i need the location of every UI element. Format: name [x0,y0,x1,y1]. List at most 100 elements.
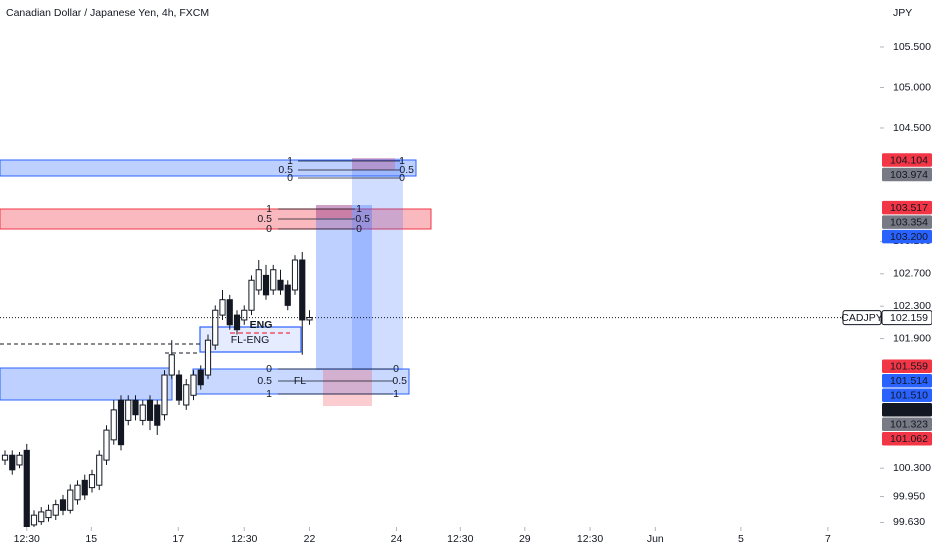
candle-body [45,509,52,519]
candle-body [233,314,241,331]
projection [316,205,352,218]
price-badge [882,373,932,388]
price-badge-label: 103.200 [890,231,928,243]
candle-body [161,374,168,416]
x-tick-label: 29 [519,533,531,545]
candle-body [132,399,139,416]
candle-body [125,399,132,421]
annotation: 1 [266,388,272,400]
y-tick-label: 102.300 [893,300,931,312]
x-tick-label: 24 [391,533,403,545]
candle-body [248,279,255,311]
candle-body [241,309,248,321]
price-badge-label: 101.062 [890,433,928,445]
x-tick-label: 12:30 [14,533,40,545]
plot [0,251,880,550]
candle-body [168,354,175,376]
zone [0,159,417,177]
annotation: 0.5 [355,213,370,225]
candle-body [38,511,45,523]
annotation: 0.5 [257,213,272,225]
candle-body [277,279,284,291]
candle-body [154,404,161,426]
projection [316,205,372,370]
y-tick-label: 99.950 [893,490,925,502]
candle-body [88,474,96,489]
price-badge-label: 104.104 [890,154,928,166]
annotation: 1 [393,388,399,400]
annotation: 0.5 [257,375,272,387]
candle-body [204,339,212,376]
candle-body [9,454,16,471]
candle-body [197,369,204,386]
candle-body [74,484,81,501]
candle-body [30,514,38,526]
candle-body [226,299,233,326]
last-price-badge [881,310,932,326]
candle-body [190,374,197,396]
last-price-label: 102.159 [890,312,928,324]
candle-body [219,299,226,316]
price-badge-label: 101.323 [890,418,928,430]
price-badge [882,167,932,182]
annotation: 0 [393,363,399,375]
zone [0,208,432,230]
annotation: 0 [266,223,272,235]
price-axis [880,0,932,550]
price-badge [882,229,932,244]
price-badge-label: 101.559 [890,360,928,372]
price-badge-label: 101.514 [890,375,928,387]
x-tick-label: 17 [172,533,184,545]
candle-body [59,499,67,511]
symbol-label: CADJPY [841,312,882,324]
time-axis [0,527,932,550]
price-badge [882,215,932,229]
y-tick-label: 101.900 [893,332,931,344]
projection [352,158,395,170]
candle-body [183,384,190,406]
candle-body [262,274,270,296]
price-badge [882,431,932,446]
annotation: FL-ENG [231,334,270,346]
price-badge-label: 101.356 [890,404,928,416]
candle-body [212,309,219,346]
candle-body [96,454,103,486]
x-tick-label: Jun [647,533,664,545]
fib-lines [278,160,400,395]
drawings [0,158,432,406]
candle-body [139,404,146,421]
price-badge [882,200,932,215]
candle-body [270,269,277,291]
x-tick-label: 12:30 [447,533,473,545]
annotation: 0 [266,363,272,375]
y-tick-label: 105.500 [893,41,931,53]
axes: 105.500105.000104.500103.100102.700102.3… [14,41,932,545]
annotation: 0.5 [278,164,293,176]
annotation: 0 [356,223,362,235]
price-badge [882,388,932,402]
candle-body [16,454,23,466]
candle-body [103,429,110,461]
annotation: ENG [250,319,273,331]
x-tick-label: 15 [85,533,97,545]
price-badge-label: 103.354 [890,216,928,228]
annotation: 1 [287,155,293,167]
annotation: 0 [399,172,405,184]
price-badge-label: 103.517 [890,202,928,214]
price-badge [882,153,932,167]
price-badge [882,417,932,431]
candle-body [291,259,299,291]
candle-body [52,504,59,516]
chart-title: Canadian Dollar / Japanese Yen, 4h, FXCM [6,7,209,19]
annotation: 1 [266,203,272,215]
candle-body [1,454,9,461]
candle-body [299,259,306,321]
x-tick-label: 22 [304,533,316,545]
zone [0,367,173,401]
annotation: FL [294,375,306,387]
candle-body [110,409,117,441]
currency: JPY [893,7,912,19]
price-badge [882,359,932,373]
annotation: 0.5 [392,375,407,387]
